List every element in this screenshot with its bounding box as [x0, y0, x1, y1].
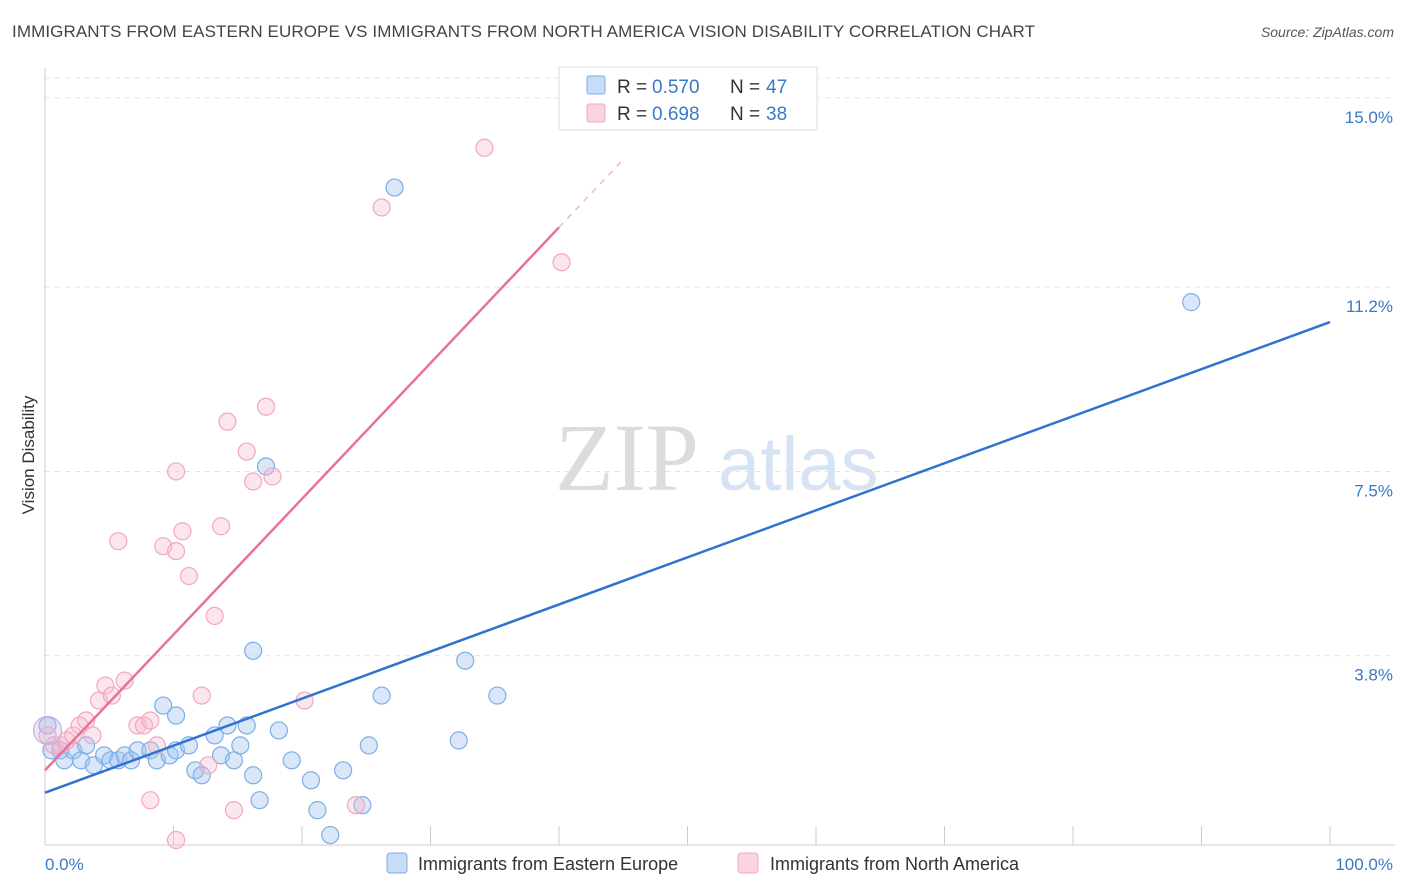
point-north-america-30 — [237, 442, 256, 461]
bottom-legend-swatch-eastern-europe — [386, 852, 408, 874]
y-tick-label-1: 7.5% — [1354, 481, 1393, 500]
point-eastern-europe-36 — [308, 801, 327, 820]
point-cluster-origin — [32, 715, 63, 746]
x-tick-labels: 0.0% 100.0% — [45, 855, 1393, 874]
point-north-america-25 — [199, 756, 218, 775]
point-eastern-europe-31 — [250, 791, 269, 810]
point-north-america-9 — [96, 676, 115, 695]
bottom-legend-swatch-north-america — [737, 852, 759, 874]
point-north-america-32 — [256, 397, 276, 416]
y-tick-label-2: 11.2% — [1346, 297, 1393, 316]
point-eastern-europe-45 — [488, 686, 507, 705]
point-eastern-europe-43 — [449, 731, 468, 750]
point-eastern-europe-37 — [321, 825, 340, 845]
point-north-america-37 — [475, 138, 494, 157]
point-eastern-europe-18 — [166, 706, 186, 725]
point-north-america-11 — [109, 532, 128, 551]
trend-line-north-america — [44, 226, 560, 772]
trend-lines — [44, 159, 1331, 794]
point-eastern-europe-39 — [353, 796, 372, 815]
point-north-america-21 — [166, 462, 186, 481]
point-eastern-europe-33 — [269, 721, 288, 740]
point-north-america-27 — [211, 517, 231, 536]
bottom-legend-eastern-europe: Immigrants from Eastern Europe — [418, 854, 678, 874]
point-north-america-35 — [346, 796, 366, 815]
grid — [45, 77, 1395, 657]
point-north-america-10 — [102, 686, 121, 705]
legend-r-label-2: R = — [617, 104, 647, 125]
point-north-america-22 — [173, 522, 192, 541]
point-north-america-24 — [192, 686, 211, 705]
point-north-america-29 — [224, 801, 243, 820]
point-eastern-europe-22 — [192, 766, 211, 785]
legend-n-label-1: N = — [730, 77, 760, 98]
point-eastern-europe-32 — [256, 457, 276, 476]
legend-swatch-north-america — [586, 103, 606, 123]
point-eastern-europe-42 — [385, 178, 404, 197]
points — [32, 138, 1201, 850]
point-north-america-23 — [179, 566, 199, 586]
point-eastern-europe-27 — [231, 736, 250, 755]
point-north-america-28 — [218, 412, 237, 431]
point-eastern-europe-34 — [282, 751, 301, 770]
watermark-atlas: atlas — [718, 422, 879, 507]
y-tick-label-0: 3.8% — [1354, 666, 1393, 685]
legend-r-value-1: 0.570 — [652, 77, 700, 98]
point-north-america-36 — [372, 198, 391, 217]
point-north-america-31 — [244, 472, 263, 491]
legend-r-label-1: R = — [617, 77, 647, 98]
point-north-america-33 — [263, 467, 282, 486]
legend: R = 0.570 N = 47 R = 0.698 N = 38 — [558, 66, 818, 131]
point-eastern-europe-30 — [244, 641, 263, 660]
point-north-america-4 — [64, 726, 83, 745]
point-north-america-16 — [141, 791, 160, 810]
x-tick-label-end: 100.0% — [1335, 855, 1393, 874]
legend-swatch-eastern-europe — [586, 75, 606, 95]
point-eastern-europe-35 — [301, 771, 321, 790]
y-axis-title: Vision Disability — [19, 395, 38, 514]
point-eastern-europe-29 — [244, 766, 263, 785]
trend-line-eastern-europe — [44, 320, 1331, 794]
chart-title: IMMIGRANTS FROM EASTERN EUROPE VS IMMIGR… — [12, 22, 1036, 41]
bottom-legend: Immigrants from Eastern Europe Immigrant… — [386, 852, 1020, 874]
legend-n-value-1: 47 — [766, 77, 787, 98]
point-north-america-7 — [83, 726, 102, 745]
point-north-america-26 — [205, 606, 224, 625]
source-label: Source: ZipAtlas.com — [1260, 24, 1394, 40]
watermark: ZIP atlas — [555, 404, 879, 511]
point-eastern-europe-46 — [1182, 293, 1201, 312]
point-north-america-38 — [552, 253, 571, 272]
point-north-america-20 — [166, 542, 186, 561]
legend-r-value-2: 0.698 — [652, 104, 700, 125]
legend-n-value-2: 38 — [766, 104, 787, 125]
point-eastern-europe-16 — [154, 696, 173, 715]
y-tick-labels: 3.8% 7.5% 11.2% 15.0% — [1345, 108, 1393, 685]
axes — [44, 68, 1395, 846]
legend-n-label-2: N = — [730, 104, 760, 125]
point-north-america-12 — [115, 671, 134, 690]
point-eastern-europe-44 — [456, 651, 475, 670]
point-eastern-europe-6 — [77, 736, 96, 755]
point-north-america-15 — [141, 711, 160, 730]
x-tick-label-start: 0.0% — [45, 855, 84, 874]
bottom-legend-north-america: Immigrants from North America — [770, 854, 1020, 874]
point-eastern-europe-40 — [359, 736, 378, 755]
watermark-zip: ZIP — [555, 404, 699, 511]
y-tick-label-3: 15.0% — [1345, 108, 1393, 127]
trend-line-north-america-extension — [558, 159, 624, 228]
point-eastern-europe-41 — [372, 686, 391, 705]
point-north-america-19 — [166, 830, 186, 850]
point-eastern-europe-38 — [334, 761, 353, 780]
